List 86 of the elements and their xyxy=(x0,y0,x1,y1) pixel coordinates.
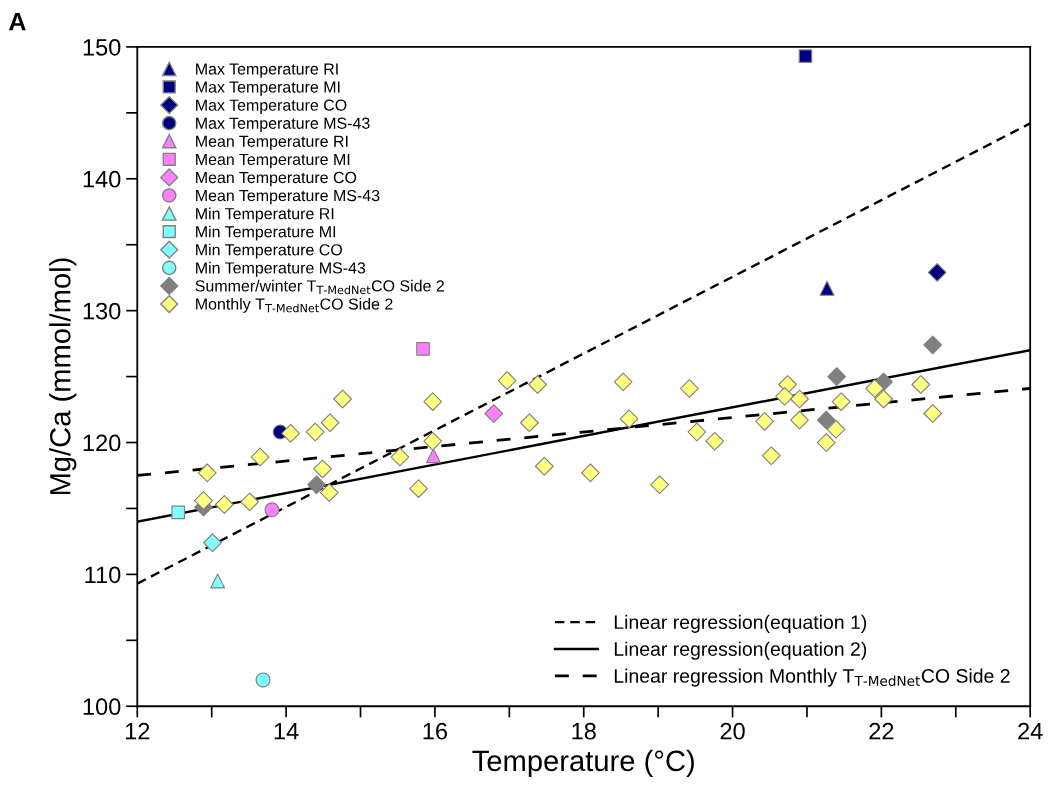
point xyxy=(320,413,340,433)
x-tick-label: 22 xyxy=(869,722,894,740)
legend-label: Linear regression Monthly T$_{T-MedNet}$CO Side 2 xyxy=(614,668,1010,687)
legend-label: Monthly T$_{T-MedNet}$CO Side 2 xyxy=(196,297,393,313)
point xyxy=(816,410,836,430)
point xyxy=(333,389,353,409)
point xyxy=(250,447,270,467)
point xyxy=(619,409,639,429)
y-tick-label: 100 xyxy=(83,698,121,716)
point xyxy=(755,412,774,431)
point xyxy=(255,672,271,688)
point xyxy=(520,413,539,433)
point xyxy=(307,475,327,495)
point xyxy=(497,371,517,390)
point xyxy=(534,456,554,476)
point xyxy=(761,446,781,466)
x-tick-label: 20 xyxy=(720,722,745,740)
legend-label: Linear regression(equation 1) xyxy=(614,614,867,633)
legend-label: Mean Temperature CO xyxy=(196,171,357,187)
x-axis-title: Temperature (°C) xyxy=(472,749,694,777)
point xyxy=(705,431,725,451)
point xyxy=(923,404,943,423)
y-tick-label: 140 xyxy=(83,170,121,188)
legend-label: Max Temperature RI xyxy=(196,63,338,78)
legend-label: Max Temperature MI xyxy=(196,81,340,96)
point xyxy=(197,463,217,483)
point xyxy=(874,389,893,409)
point xyxy=(650,475,670,495)
legend-label: Min Temperature MS-43 xyxy=(196,261,366,277)
point xyxy=(214,495,234,514)
y-tick-label: 110 xyxy=(85,566,121,584)
point xyxy=(210,573,226,589)
point xyxy=(613,372,633,392)
point xyxy=(923,335,943,355)
point xyxy=(423,431,443,451)
legend-label: Linear regression(equation 2) xyxy=(614,641,867,660)
y-tick-label: 120 xyxy=(83,434,121,452)
point xyxy=(827,367,847,386)
legend-label: Max Temperature MS-43 xyxy=(196,117,370,133)
point xyxy=(194,491,213,510)
point xyxy=(927,263,947,282)
point xyxy=(281,423,300,443)
point xyxy=(826,419,846,439)
x-tick-label: 14 xyxy=(274,723,299,740)
point xyxy=(240,492,260,512)
legend-label: Max Temperature CO xyxy=(196,99,347,114)
x-tick-label: 12 xyxy=(125,722,150,740)
point xyxy=(416,342,430,356)
point xyxy=(581,463,600,483)
text: A xyxy=(9,13,26,31)
legend-label: Mean Temperature RI xyxy=(196,135,348,151)
point xyxy=(680,379,699,398)
x-tick-label: 18 xyxy=(572,722,596,740)
point xyxy=(528,375,547,394)
legend-label: Summer/winter T$_{T-MedNet}$CO Side 2 xyxy=(195,279,444,295)
point xyxy=(775,386,795,406)
point xyxy=(798,49,813,63)
point xyxy=(313,459,332,479)
x-tick-label: 24 xyxy=(1018,722,1043,740)
y-tick-label: 150 xyxy=(83,38,121,56)
point xyxy=(687,422,707,442)
point xyxy=(305,422,325,442)
point xyxy=(819,280,835,296)
y-axis-title: Mg/Ca (mmol/mol) xyxy=(49,258,77,495)
legend-label: Mean Temperature MI xyxy=(196,153,350,169)
point xyxy=(831,392,851,412)
legend-label: Mean Temperature MS-43 xyxy=(196,189,380,205)
point xyxy=(423,392,443,412)
point xyxy=(390,447,410,467)
point xyxy=(790,410,809,430)
legend-label: Min Temperature RI xyxy=(196,207,334,223)
point xyxy=(171,505,186,520)
x-tick-label: 16 xyxy=(423,722,448,740)
y-tick-label: 130 xyxy=(83,302,121,320)
legend-label: Min Temperature CO xyxy=(196,243,342,259)
point xyxy=(865,379,885,398)
point xyxy=(911,375,931,394)
point xyxy=(425,448,441,464)
point xyxy=(264,502,280,518)
point xyxy=(816,433,836,452)
point xyxy=(790,389,809,409)
legend-label: Min Temperature MI xyxy=(196,225,336,241)
point xyxy=(319,483,339,503)
point xyxy=(203,533,222,553)
point xyxy=(484,404,504,423)
point xyxy=(409,479,428,499)
